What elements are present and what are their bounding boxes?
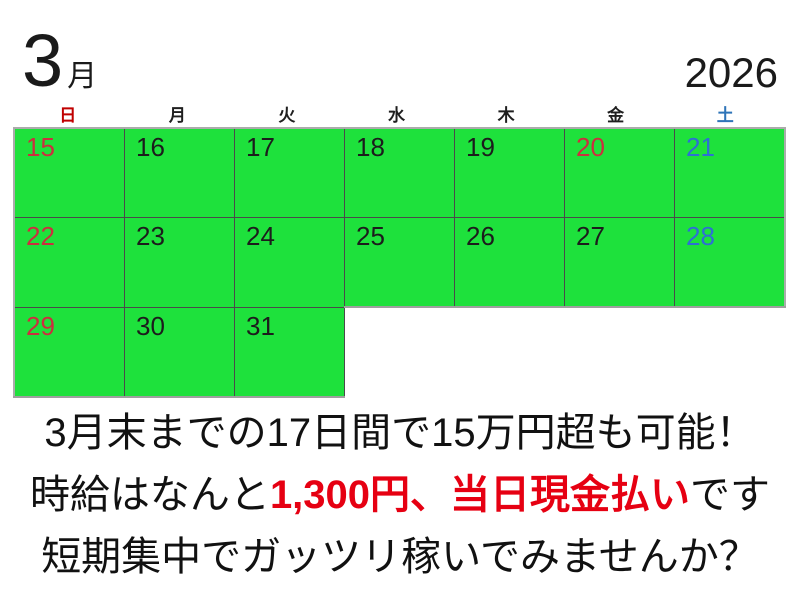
day-number: 27 [576, 221, 605, 251]
empty-cell [455, 307, 565, 397]
day-cell-28: 28 [674, 217, 786, 308]
month-number: 3 [22, 19, 63, 102]
promo-line-1: 3月末までの17日間で15万円超も可能！ [44, 411, 756, 455]
day-number: 23 [136, 221, 165, 251]
calendar: 15 16 17 18 19 20 21 22 23 24 25 26 27 28 29 30 31 [13, 127, 786, 398]
day-cell-18: 18 [344, 127, 455, 218]
calendar-table: 15 16 17 18 19 20 21 22 23 24 25 26 27 28 29 30 31 [13, 127, 786, 398]
day-cell-27: 27 [564, 217, 675, 308]
day-cell-23: 23 [124, 217, 235, 308]
weekday-row: 日月火水木金土 [13, 101, 780, 126]
weekday-label-weekday-火: 火 [278, 106, 296, 125]
month-unit-label: 月 [67, 60, 98, 93]
day-cell-21: 21 [674, 127, 786, 218]
day-number: 28 [686, 221, 715, 251]
month-title: 3 月 [22, 24, 97, 98]
empty-cell [565, 307, 675, 397]
day-cell-22: 22 [13, 217, 125, 308]
weekday-label-weekday-月: 月 [168, 106, 186, 125]
empty-cell [345, 307, 455, 397]
calendar-body: 15 16 17 18 19 20 21 22 23 24 25 26 27 28 29 30 31 [13, 127, 786, 398]
year-label: 2026 [684, 49, 778, 96]
promo-line2-highlight: 1,300円、当日現金払い [269, 473, 691, 517]
day-cell-25: 25 [344, 217, 455, 308]
day-number: 20 [576, 132, 605, 162]
day-number: 22 [26, 221, 55, 251]
day-cell-26: 26 [454, 217, 565, 308]
day-number: 17 [246, 132, 275, 162]
day-cell-24: 24 [234, 217, 345, 308]
day-cell-20: 20 [564, 127, 675, 218]
day-cell-30: 30 [124, 306, 235, 398]
day-number: 31 [246, 310, 275, 341]
day-cell-19: 19 [454, 127, 565, 218]
day-number: 16 [136, 132, 165, 162]
weekday-label-weekday-水: 水 [387, 106, 405, 125]
day-number: 21 [686, 132, 715, 162]
day-number: 18 [356, 132, 385, 162]
weekday-label-weekday-木: 木 [497, 106, 515, 125]
empty-cell [675, 307, 786, 397]
day-cell-31: 31 [234, 306, 345, 398]
day-number: 26 [466, 221, 495, 251]
promo-line-2: 時給はなんと1,300円、当日現金払いです [0, 464, 800, 526]
day-number: 30 [136, 310, 165, 341]
day-cell-17: 17 [234, 127, 345, 218]
day-number: 24 [246, 221, 275, 251]
promo-text: 3月末までの17日間で15万円超も可能！ 時給はなんと1,300円、当日現金払い… [0, 402, 800, 588]
weekday-label-weekday-金: 金 [607, 106, 625, 125]
promo-line2-suffix: です [690, 473, 771, 517]
day-cell-15: 15 [13, 127, 125, 218]
day-cell-16: 16 [124, 127, 235, 218]
day-number: 19 [466, 132, 495, 162]
day-number: 25 [356, 221, 385, 251]
promo-line2-prefix: 時給はなんと [29, 473, 270, 517]
day-number: 29 [26, 310, 55, 341]
day-number: 15 [26, 132, 55, 162]
weekday-label-sun-日: 日 [59, 106, 77, 125]
weekday-label-sat-土: 土 [716, 106, 734, 125]
promo-line-3: 短期集中でガッツリ稼いでみませんか？ [41, 535, 759, 579]
day-cell-29: 29 [13, 306, 125, 398]
